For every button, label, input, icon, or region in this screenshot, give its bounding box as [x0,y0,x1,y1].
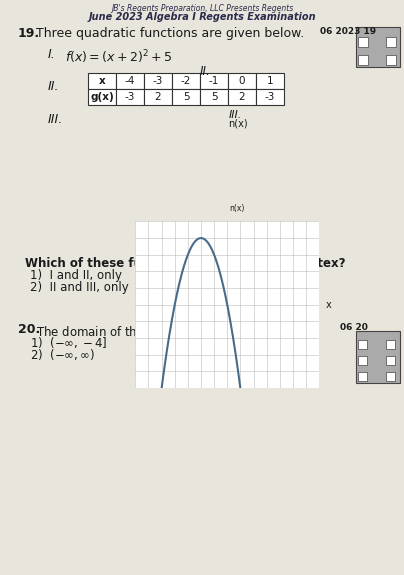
Bar [88,73,116,89]
Text: 2)  $(-\infty, \infty)$: 2) $(-\infty, \infty)$ [30,347,95,362]
Bar [116,89,144,105]
Bar [358,37,368,47]
Text: JB's Regents Preparation, LLC Presents Regents: JB's Regents Preparation, LLC Presents R… [111,4,293,13]
Bar [358,340,367,349]
Text: 2: 2 [239,92,245,102]
Text: 1)  $(-\infty, -4]$: 1) $(-\infty, -4]$ [30,335,107,350]
Text: -4: -4 [125,76,135,86]
Text: 5: 5 [183,92,189,102]
Text: 1: 1 [267,76,274,86]
Bar [116,73,144,89]
Bar [386,55,396,65]
Text: II.: II. [48,80,59,93]
Text: $f(x) = (x + 2)^2 + 5$: $f(x) = (x + 2)^2 + 5$ [65,48,173,66]
Bar [386,340,395,349]
Bar [144,89,172,105]
Bar [200,73,228,89]
Text: -3: -3 [125,92,135,102]
Text: June 2023 Algebra I Regents Examination: June 2023 Algebra I Regents Examination [88,12,316,22]
Text: I.: I. [48,48,56,61]
Text: 4)  I, II, and III: 4) I, II, and III [215,281,296,294]
Bar [88,89,116,105]
Bar [386,37,396,47]
Bar [172,89,200,105]
Text: 0: 0 [239,76,245,86]
Text: 4)  $[3, \infty)$: 4) $[3, \infty)$ [215,347,268,362]
Text: 20.: 20. [18,323,40,336]
Bar [256,73,284,89]
Bar [200,89,228,105]
Text: -3: -3 [265,92,275,102]
Text: The domain of the function $f(x) = x^2 + x - 12$ is: The domain of the function $f(x) = x^2 +… [36,323,312,340]
Bar [256,89,284,105]
Text: 2: 2 [155,92,161,102]
Text: 3)  I and III, only: 3) I and III, only [215,269,310,282]
Text: 5: 5 [211,92,217,102]
Text: Three quadratic functions are given below.: Three quadratic functions are given belo… [36,27,304,40]
Bar [356,27,400,67]
Text: -2: -2 [181,76,191,86]
Text: III.: III. [228,110,242,120]
Text: II.: II. [200,65,210,78]
Bar [358,356,367,365]
Text: n(x): n(x) [229,204,244,213]
Bar [228,89,256,105]
Text: -3: -3 [153,76,163,86]
Text: x: x [326,300,331,310]
Text: -1: -1 [209,76,219,86]
Text: 2)  II and III, only: 2) II and III, only [30,281,129,294]
Bar [358,55,368,65]
Text: 1)  I and II, only: 1) I and II, only [30,269,122,282]
Text: n(x): n(x) [228,119,248,129]
Text: 06 20: 06 20 [340,323,368,332]
Text: 19.: 19. [18,27,40,40]
Bar [144,73,172,89]
Text: Which of these functions have the same vertex?: Which of these functions have the same v… [25,257,345,270]
Text: x: x [99,76,105,86]
Text: g(x): g(x) [90,92,114,102]
Bar [386,372,395,381]
Bar [356,331,400,383]
Text: III.: III. [48,113,63,126]
Bar [386,356,395,365]
Bar [358,372,367,381]
Text: 3)  $[-4, 3]$: 3) $[-4, 3]$ [215,335,276,350]
Text: 06 2023 19: 06 2023 19 [320,27,376,36]
Bar [228,73,256,89]
Bar [172,73,200,89]
